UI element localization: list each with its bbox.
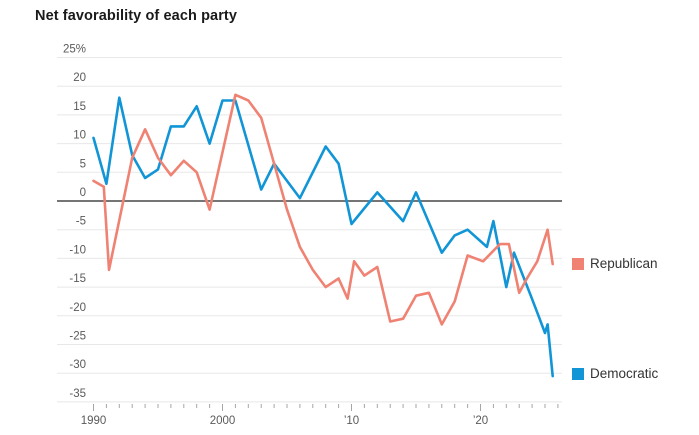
x-axis-label: 2000 bbox=[210, 415, 236, 427]
y-axis-label: 20 bbox=[73, 72, 86, 84]
y-axis-label: -10 bbox=[69, 244, 86, 256]
republican-swatch-icon bbox=[572, 257, 584, 270]
chart-title: Net favorability of each party bbox=[35, 8, 238, 24]
y-axis-label: 25% bbox=[63, 44, 86, 56]
y-axis-label: -30 bbox=[69, 359, 86, 371]
democratic-swatch-icon bbox=[572, 367, 584, 380]
legend-item-republican: Republican bbox=[572, 256, 658, 271]
legend-label-democratic: Democratic bbox=[590, 366, 659, 381]
y-axis-label: 0 bbox=[80, 187, 86, 199]
y-axis-label: -25 bbox=[69, 331, 86, 343]
y-axis-label: 5 bbox=[80, 158, 86, 170]
y-axis-label: -20 bbox=[69, 302, 86, 314]
y-axis-label: 15 bbox=[73, 101, 86, 113]
y-axis-label: -15 bbox=[69, 273, 86, 285]
x-axis-label: 1990 bbox=[81, 415, 107, 427]
y-axis-label: 10 bbox=[73, 130, 86, 142]
y-axis-label: -35 bbox=[69, 388, 86, 400]
x-axis-label: ’10 bbox=[344, 415, 359, 427]
republican-line bbox=[92, 93, 555, 326]
y-axis-label: -5 bbox=[76, 216, 86, 228]
legend-item-democratic: Democratic bbox=[572, 366, 658, 381]
x-axis-label: ’20 bbox=[473, 415, 488, 427]
legend-label-republican: Republican bbox=[590, 256, 658, 271]
democratic-line bbox=[92, 96, 555, 378]
